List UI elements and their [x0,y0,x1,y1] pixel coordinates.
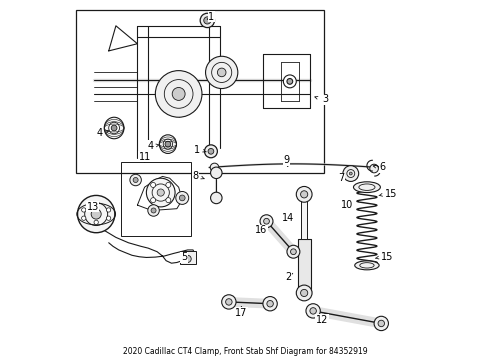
Text: 15: 15 [385,189,397,199]
Circle shape [150,183,156,188]
Circle shape [264,219,270,224]
Circle shape [184,255,191,262]
Circle shape [349,172,352,175]
Text: 2: 2 [285,272,291,282]
Text: 5: 5 [181,252,187,262]
Circle shape [91,209,101,219]
Circle shape [157,189,164,196]
Circle shape [82,208,86,212]
Circle shape [300,191,308,198]
Circle shape [205,56,238,89]
Circle shape [150,198,156,203]
Circle shape [300,289,308,297]
Ellipse shape [163,139,172,149]
Ellipse shape [355,261,379,270]
Bar [76,10,324,173]
Circle shape [106,216,111,220]
Text: 11: 11 [139,152,151,162]
Text: 14: 14 [282,213,294,222]
Circle shape [218,68,226,77]
Text: 16: 16 [255,225,267,235]
Circle shape [208,148,214,154]
Circle shape [378,320,385,327]
Text: 15: 15 [381,252,393,262]
Circle shape [176,192,189,204]
Bar [298,239,311,293]
Ellipse shape [297,290,311,296]
Bar [301,194,307,239]
Text: 2020 Cadillac CT4 Clamp, Front Stab Shf Diagram for 84352919: 2020 Cadillac CT4 Clamp, Front Stab Shf … [122,347,368,356]
Circle shape [343,166,359,181]
Circle shape [296,186,312,202]
Circle shape [310,308,317,314]
Circle shape [211,167,222,179]
Circle shape [77,195,115,233]
Circle shape [94,204,98,208]
Circle shape [287,78,293,84]
Circle shape [370,164,378,173]
Circle shape [200,13,215,28]
Circle shape [106,208,111,212]
Text: 4: 4 [147,141,153,151]
Circle shape [155,71,202,117]
Text: 7: 7 [338,173,344,183]
Circle shape [82,216,86,220]
Circle shape [225,299,232,305]
Text: 8: 8 [192,171,198,181]
Text: 17: 17 [235,308,247,318]
Circle shape [287,245,300,258]
Circle shape [172,87,185,100]
Text: 12: 12 [316,315,328,325]
Circle shape [166,183,171,188]
Ellipse shape [159,135,176,153]
Circle shape [296,285,312,301]
Text: 3: 3 [322,94,328,104]
Bar [180,251,196,264]
Text: 13: 13 [86,202,98,212]
Circle shape [166,198,171,203]
Circle shape [263,297,277,311]
Text: 1: 1 [194,144,200,154]
Circle shape [147,178,175,207]
Ellipse shape [353,182,380,193]
Text: 1: 1 [208,12,215,22]
Circle shape [210,163,219,172]
Circle shape [133,177,138,183]
Circle shape [204,17,211,24]
Circle shape [179,195,185,201]
Ellipse shape [104,117,124,139]
Text: 6: 6 [379,162,386,172]
Bar [122,162,191,235]
Circle shape [306,304,320,318]
Text: 10: 10 [341,200,353,210]
Text: 4: 4 [97,129,103,138]
Circle shape [204,145,218,158]
Circle shape [260,215,273,228]
Circle shape [211,192,222,204]
Circle shape [374,316,389,330]
Circle shape [148,205,159,216]
Circle shape [130,174,141,186]
Circle shape [283,75,296,88]
Circle shape [94,220,98,225]
Circle shape [151,208,156,213]
Circle shape [221,295,236,309]
Text: 9: 9 [283,155,289,165]
Ellipse shape [109,122,120,134]
Circle shape [165,141,171,147]
Circle shape [111,125,117,131]
Circle shape [267,301,273,307]
Ellipse shape [297,191,311,198]
Circle shape [291,249,296,255]
